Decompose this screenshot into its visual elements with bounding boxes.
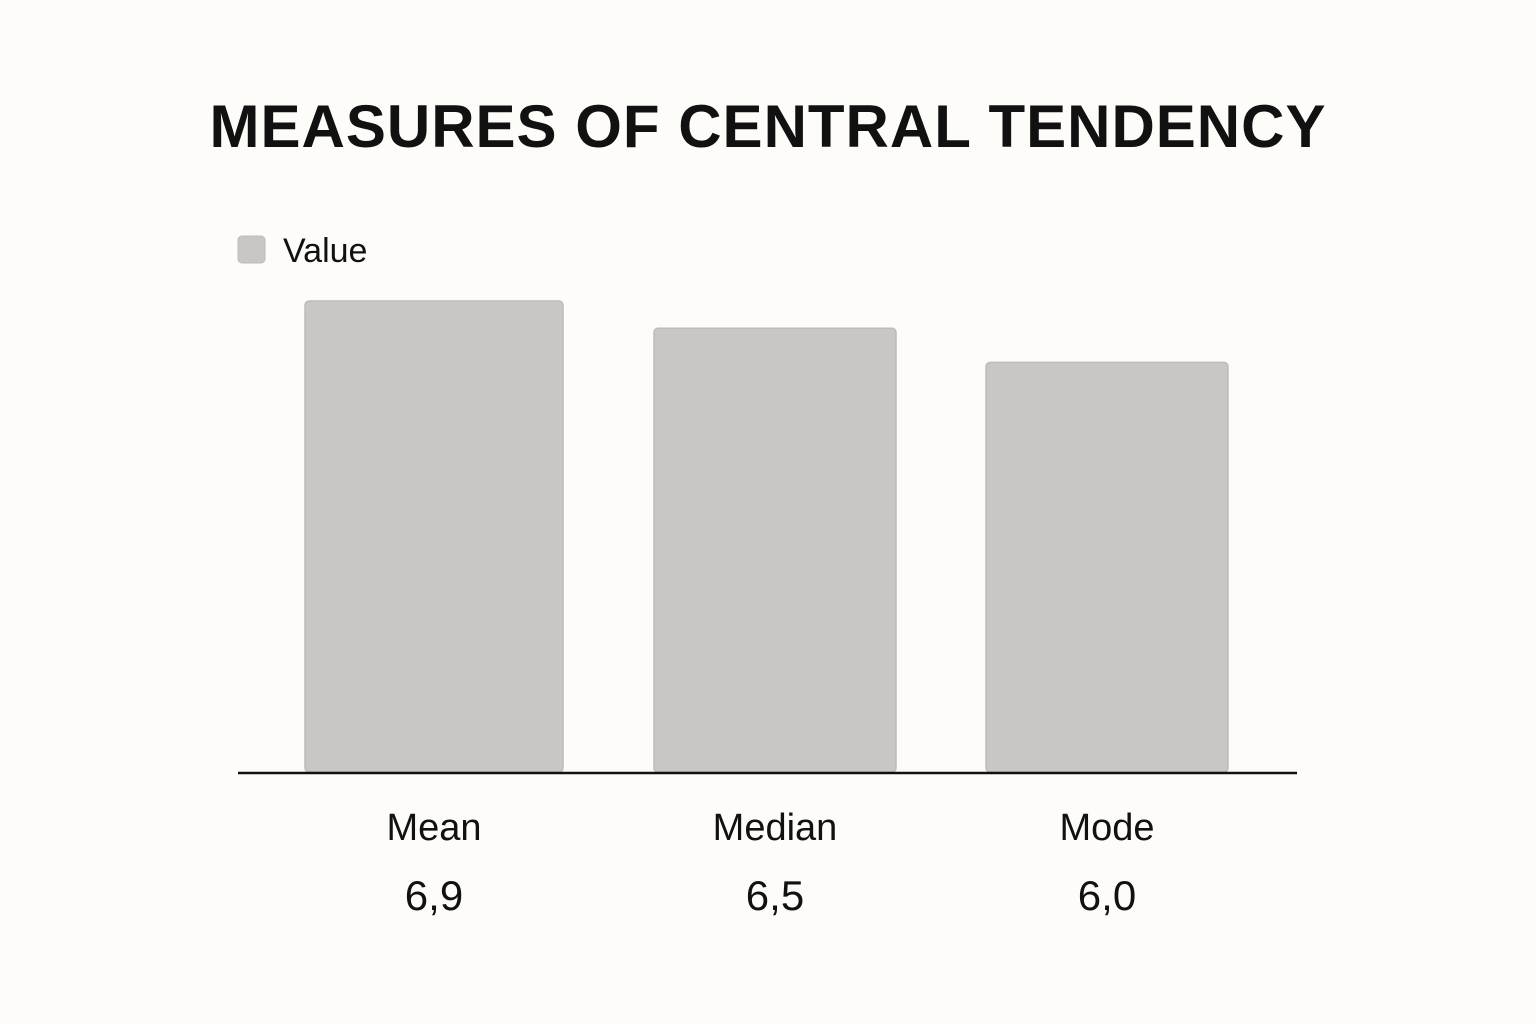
value-label-mean: 6,9	[405, 872, 463, 919]
category-label-mean: Mean	[386, 807, 481, 849]
category-label-median: Median	[713, 807, 838, 849]
bar-mode	[985, 361, 1229, 773]
bars-group	[304, 300, 1229, 773]
chart-title: MEASURES OF CENTRAL TENDENCY	[210, 93, 1327, 160]
value-label-mode: 6,0	[1078, 872, 1136, 919]
value-label-median: 6,5	[746, 872, 804, 919]
legend-swatch	[237, 235, 266, 264]
category-label-mode: Mode	[1059, 807, 1154, 849]
labels-group: Mean 6,9 Median 6,5 Mode 6,0	[386, 807, 1154, 919]
legend: Value	[237, 232, 367, 270]
bar-mean	[304, 300, 564, 773]
legend-label: Value	[283, 232, 367, 270]
bar-median	[653, 327, 897, 773]
